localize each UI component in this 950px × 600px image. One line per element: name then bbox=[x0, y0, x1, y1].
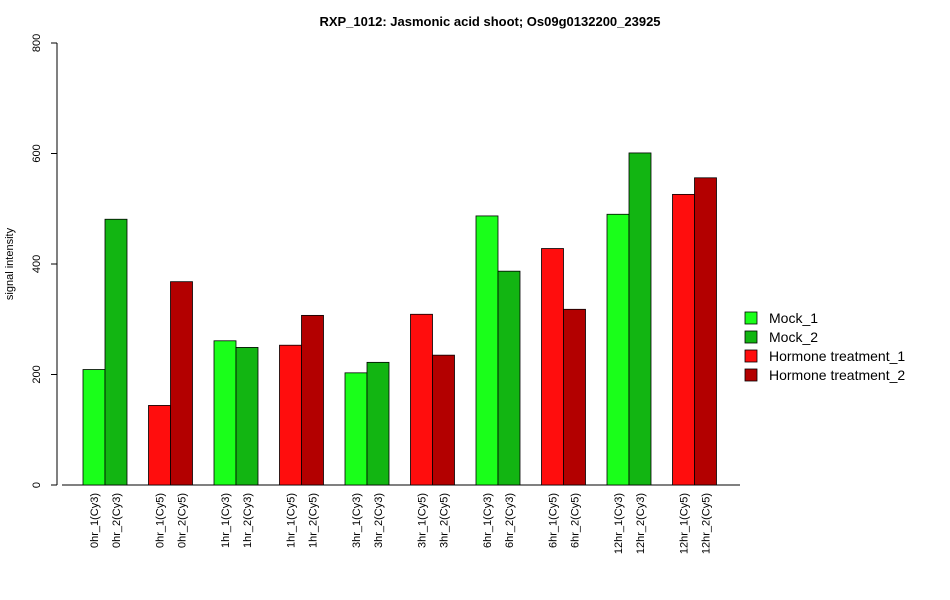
bar bbox=[606, 213, 630, 486]
x-tick-label: 3hr_1(Cy5) bbox=[417, 493, 429, 548]
bar bbox=[213, 340, 237, 486]
x-tick-label: 12hr_2(Cy3) bbox=[635, 493, 647, 554]
y-axis: 0 200 400 600 800 bbox=[31, 34, 58, 488]
y-tick-label: 800 bbox=[31, 34, 43, 52]
x-tick-label: 1hr_2(Cy5) bbox=[308, 493, 320, 548]
x-tick-label: 6hr_1(Cy3) bbox=[482, 493, 494, 548]
x-tick-label: 1hr_1(Cy3) bbox=[220, 493, 232, 548]
legend-swatch bbox=[744, 368, 758, 382]
bar bbox=[497, 270, 521, 486]
legend-label: Mock_1 bbox=[769, 310, 818, 326]
bar bbox=[694, 177, 717, 486]
bar bbox=[563, 308, 586, 486]
bar bbox=[104, 218, 128, 486]
x-tick-label: 0hr_2(Cy3) bbox=[111, 493, 123, 548]
legend-label: Hormone treatment_1 bbox=[769, 348, 905, 364]
bar bbox=[344, 372, 368, 486]
bar bbox=[475, 215, 499, 486]
legend-swatch bbox=[744, 330, 758, 344]
x-tick-label: 3hr_2(Cy5) bbox=[439, 493, 451, 548]
x-tick-label: 6hr_2(Cy5) bbox=[570, 493, 582, 548]
x-tick-label: 12hr_2(Cy5) bbox=[701, 493, 713, 554]
bar bbox=[541, 248, 564, 486]
bar bbox=[432, 354, 455, 486]
x-tick-label: 0hr_1(Cy3) bbox=[89, 493, 101, 548]
bar bbox=[170, 281, 193, 486]
y-axis-label: signal intensity bbox=[4, 227, 16, 300]
y-tick-label: 400 bbox=[31, 255, 43, 273]
bar bbox=[672, 193, 695, 486]
bar bbox=[82, 369, 106, 486]
bar bbox=[235, 347, 259, 486]
bar bbox=[628, 152, 652, 486]
x-tick-label: 3hr_1(Cy3) bbox=[351, 493, 363, 548]
x-tick-label: 1hr_1(Cy5) bbox=[286, 493, 298, 548]
bar bbox=[148, 405, 171, 486]
x-tick-label: 3hr_2(Cy3) bbox=[373, 493, 385, 548]
chart-title: RXP_1012: Jasmonic acid shoot; Os09g0132… bbox=[319, 14, 660, 29]
y-tick-label: 200 bbox=[31, 365, 43, 383]
x-tick-label: 0hr_2(Cy5) bbox=[177, 493, 189, 548]
x-tick-label: 6hr_2(Cy3) bbox=[504, 493, 516, 548]
bar bbox=[279, 344, 302, 486]
x-tick-label: 6hr_1(Cy5) bbox=[548, 493, 560, 548]
y-tick-label: 0 bbox=[31, 482, 43, 488]
bars bbox=[82, 152, 717, 486]
legend-swatch bbox=[744, 311, 758, 325]
bar bbox=[366, 361, 390, 486]
x-tick-label: 12hr_1(Cy5) bbox=[679, 493, 691, 554]
legend: Mock_1 Mock_2 Hormone treatment_1 Hormone t… bbox=[744, 310, 905, 383]
x-tick-label: 1hr_2(Cy3) bbox=[242, 493, 254, 548]
legend-swatch bbox=[744, 349, 758, 363]
bar bbox=[410, 313, 433, 486]
legend-label: Hormone treatment_2 bbox=[769, 367, 905, 383]
y-tick-label: 600 bbox=[31, 144, 43, 162]
x-tick-label: 0hr_1(Cy5) bbox=[155, 493, 167, 548]
x-tick-labels: 0hr_1(Cy3) 0hr_2(Cy3) 0hr_1(Cy5) 0hr_2(Cy5)… bbox=[89, 493, 713, 554]
x-tick-label: 12hr_1(Cy3) bbox=[613, 493, 625, 554]
bar bbox=[301, 314, 324, 486]
legend-label: Mock_2 bbox=[769, 329, 818, 345]
